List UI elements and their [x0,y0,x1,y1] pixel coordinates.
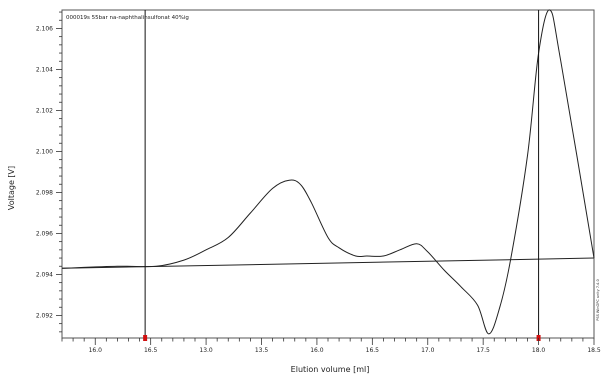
footer-note: PSS WinGPC unity 7.4.0 [596,279,600,321]
y-tick-label: 2.096 [36,230,53,237]
x-tick-label: 13.0 [199,347,213,354]
x-axis-title: Elution volume [ml] [291,365,370,374]
y-axis-title: Voltage [V] [7,166,16,210]
plot-frame [61,9,595,339]
y-tick-label: 2.100 [36,148,53,155]
x-tick-label: 16.0 [89,347,103,354]
chart-title: 000019s 55bar na-naphthalinsulfonat 40%i… [66,15,189,21]
limit-marker-handle-0[interactable] [143,335,148,341]
y-tick-label: 2.098 [36,189,53,196]
x-tick-label: 18.5 [587,347,601,354]
x-tick-label: 17.0 [421,347,435,354]
marker-layer [143,10,541,341]
series-line-0 [61,9,595,335]
y-tick-label: 2.092 [36,312,53,319]
y-tick-label: 2.104 [36,66,53,73]
y-tick-label: 2.094 [36,271,53,278]
x-tick-label: 17.5 [476,347,490,354]
x-axis: 16.0 16.5 13.0 13.5 16.0 16.5 17.0 17.5 18.0 18.5 [61,338,601,354]
y-tick-label: 2.102 [36,107,53,114]
y-axis: 2.092 2.094 2.096 2.098 2.100 2.102 2.104 2.106 [36,11,62,333]
x-tick-label: 16.5 [144,347,158,354]
x-tick-label: 16.5 [366,347,380,354]
x-tick-label: 16.0 [310,347,324,354]
x-tick-label: 13.5 [255,347,269,354]
x-tick-label: 18.0 [532,347,546,354]
y-tick-label: 2.106 [36,25,53,32]
series-layer [61,9,595,335]
